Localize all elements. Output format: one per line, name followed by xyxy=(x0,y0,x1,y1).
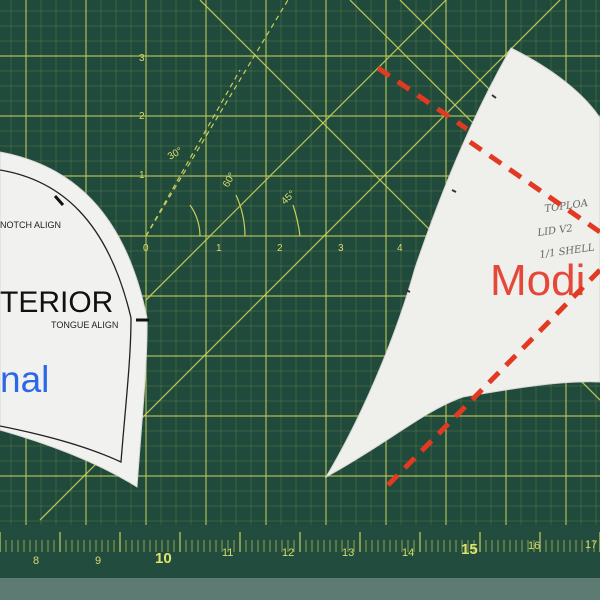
mat-number: 10 xyxy=(155,550,172,567)
mat-number: 9 xyxy=(95,555,101,567)
table-edge xyxy=(0,578,600,600)
mat-bottom-ruler xyxy=(0,532,600,552)
tongue-align-label: TONGUE ALIGN xyxy=(51,320,118,330)
angle-arc xyxy=(235,194,246,237)
angle-arc xyxy=(189,204,201,237)
angle-arc xyxy=(292,204,301,237)
original-pattern-piece: NOTCH ALIGN TERIOR TONGUE ALIGN nal xyxy=(0,151,149,488)
mat-number: 14 xyxy=(402,547,414,559)
mat-top-numbers: 0 1 2 3 4 xyxy=(143,243,403,254)
mat-number: 13 xyxy=(342,547,354,559)
paper-cutout xyxy=(324,47,600,479)
pencil-mark xyxy=(405,289,411,293)
handwritten-note: LID V2 xyxy=(536,223,574,239)
mat-number: 3 xyxy=(139,53,145,64)
dashed-guide-line xyxy=(468,139,600,235)
mat-number: 1 xyxy=(139,170,145,181)
angle-dash-line xyxy=(145,0,289,237)
mat-number: 16 xyxy=(528,540,540,552)
mat-number: 8 xyxy=(33,555,39,567)
modified-caption: Modi xyxy=(490,256,585,305)
diagonal-line xyxy=(145,0,447,301)
pencil-mark xyxy=(491,94,497,99)
mat-number: 1 xyxy=(216,243,222,254)
angle-arcs xyxy=(145,0,301,237)
mat-number: 15 xyxy=(461,541,478,558)
original-caption: nal xyxy=(0,359,49,400)
pencil-mark xyxy=(451,189,457,193)
mat-number: 2 xyxy=(139,111,145,122)
mat-side-numbers: 3 2 1 xyxy=(139,53,145,181)
dashed-guide-line xyxy=(386,268,600,487)
mat-number: 3 xyxy=(338,243,344,254)
piece-name-label: TERIOR xyxy=(0,286,113,319)
mat-number: 12 xyxy=(282,547,294,559)
seam-line xyxy=(0,169,132,463)
dashed-guide-line xyxy=(376,65,469,132)
angle-dash-line xyxy=(145,69,241,237)
mat-bottom-numbers: 8 9 10 11 12 13 14 15 16 17 xyxy=(33,539,597,567)
mat-number: 11 xyxy=(222,547,233,559)
mat-number: 17 xyxy=(585,539,597,551)
notch-align-label: NOTCH ALIGN xyxy=(0,220,61,230)
mat-number: 2 xyxy=(277,243,283,254)
mat-number: 0 xyxy=(143,243,149,254)
paper-cutout xyxy=(0,151,148,488)
modified-pattern-piece: TOPLOA LID V2 1/1 SHELL Modi xyxy=(324,47,600,479)
red-dashed-guides xyxy=(376,65,600,487)
mat-number: 4 xyxy=(397,243,403,254)
notch-mark xyxy=(53,195,65,206)
